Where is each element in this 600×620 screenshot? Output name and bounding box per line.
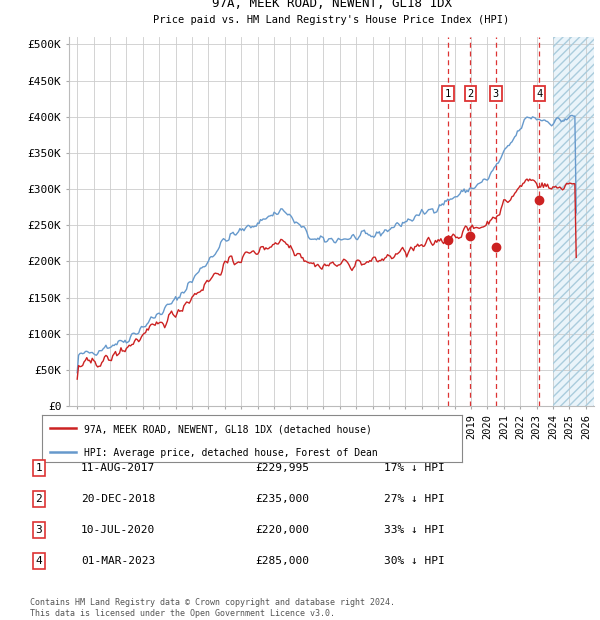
- Text: 3: 3: [35, 525, 43, 535]
- Text: £285,000: £285,000: [255, 556, 309, 566]
- Text: 27% ↓ HPI: 27% ↓ HPI: [384, 494, 445, 504]
- Text: 11-AUG-2017: 11-AUG-2017: [81, 463, 155, 473]
- Text: 1: 1: [445, 89, 451, 99]
- Text: Contains HM Land Registry data © Crown copyright and database right 2024.: Contains HM Land Registry data © Crown c…: [30, 598, 395, 607]
- Text: HPI: Average price, detached house, Forest of Dean: HPI: Average price, detached house, Fore…: [84, 448, 378, 458]
- Text: 4: 4: [536, 89, 542, 99]
- Text: £229,995: £229,995: [255, 463, 309, 473]
- Text: 1: 1: [35, 463, 43, 473]
- Text: 10-JUL-2020: 10-JUL-2020: [81, 525, 155, 535]
- Text: 17% ↓ HPI: 17% ↓ HPI: [384, 463, 445, 473]
- Text: 2: 2: [467, 89, 473, 99]
- Text: 20-DEC-2018: 20-DEC-2018: [81, 494, 155, 504]
- Text: 33% ↓ HPI: 33% ↓ HPI: [384, 525, 445, 535]
- Text: 97A, MEEK ROAD, NEWENT, GL18 1DX: 97A, MEEK ROAD, NEWENT, GL18 1DX: [212, 0, 452, 9]
- Bar: [553, 37, 594, 406]
- Text: 01-MAR-2023: 01-MAR-2023: [81, 556, 155, 566]
- Text: This data is licensed under the Open Government Licence v3.0.: This data is licensed under the Open Gov…: [30, 609, 335, 618]
- Text: 2: 2: [35, 494, 43, 504]
- Text: 97A, MEEK ROAD, NEWENT, GL18 1DX (detached house): 97A, MEEK ROAD, NEWENT, GL18 1DX (detach…: [84, 424, 372, 435]
- Text: £220,000: £220,000: [255, 525, 309, 535]
- Text: 3: 3: [493, 89, 499, 99]
- Text: Price paid vs. HM Land Registry's House Price Index (HPI): Price paid vs. HM Land Registry's House …: [154, 15, 509, 25]
- Text: 30% ↓ HPI: 30% ↓ HPI: [384, 556, 445, 566]
- Text: 4: 4: [35, 556, 43, 566]
- Bar: [553, 37, 594, 406]
- Text: £235,000: £235,000: [255, 494, 309, 504]
